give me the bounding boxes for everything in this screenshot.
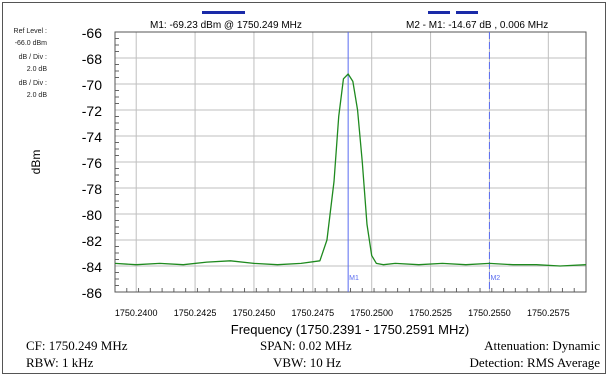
y-tick-label: -70 <box>82 77 102 93</box>
x-tick-label: 1750.2475 <box>292 308 335 318</box>
y-tick-label: -66 <box>82 25 102 41</box>
ref-level-label: Ref Level : <box>5 28 47 35</box>
x-tick-label: 1750.2550 <box>468 308 511 318</box>
y-axis-title: dBm <box>29 150 43 175</box>
center-frequency: CF: 1750.249 MHz <box>26 338 127 354</box>
db-div-value: 2.0 dB <box>5 66 47 73</box>
y-tick-label: -86 <box>82 285 102 301</box>
x-axis-title: Frequency (1750.2391 - 1750.2591 MHz) <box>231 322 469 337</box>
y-tick-label: -78 <box>82 181 102 197</box>
attenuation: Attenuation: Dynamic <box>484 338 600 354</box>
y-tick-label: -72 <box>82 103 102 119</box>
resolution-bandwidth: RBW: 1 kHz <box>26 355 93 371</box>
marker-readout-m1: M1: -69.23 dBm @ 1750.249 MHz <box>150 20 302 31</box>
spectrum-trace <box>115 74 586 266</box>
db-div-label-2: dB / Div : <box>5 80 47 87</box>
x-tick-label: 1750.2525 <box>409 308 452 318</box>
x-tick-label: 1750.2425 <box>174 308 217 318</box>
marker-readout-m2: M2 - M1: -14.67 dB , 0.006 MHz <box>406 20 548 31</box>
x-tick-label: 1750.2450 <box>233 308 276 318</box>
marker-indicator-bar <box>456 11 478 14</box>
y-tick-label: -84 <box>82 259 102 275</box>
y-tick-label: -76 <box>82 155 102 171</box>
marker-indicator-bar <box>233 11 245 14</box>
y-tick-label: -80 <box>82 207 102 223</box>
ref-level-value: -66.0 dBm <box>5 40 47 47</box>
y-tick-label: -68 <box>82 51 102 67</box>
marker-label-m1: M1 <box>349 275 359 282</box>
x-tick-label: 1750.2400 <box>115 308 158 318</box>
db-div-value-2: 2.0 dB <box>5 92 47 99</box>
detection: Detection: RMS Average <box>470 355 600 371</box>
y-tick-label: -82 <box>82 233 102 249</box>
y-tick-label: -74 <box>82 129 102 145</box>
marker-indicator-bar <box>428 11 450 14</box>
span: SPAN: 0.02 MHz <box>260 338 352 354</box>
db-div-label: dB / Div : <box>5 54 47 61</box>
marker-label-m2: M2 <box>490 275 500 282</box>
x-tick-label: 1750.2575 <box>527 308 570 318</box>
video-bandwidth: VBW: 10 Hz <box>273 355 341 371</box>
x-tick-label: 1750.2500 <box>350 308 393 318</box>
